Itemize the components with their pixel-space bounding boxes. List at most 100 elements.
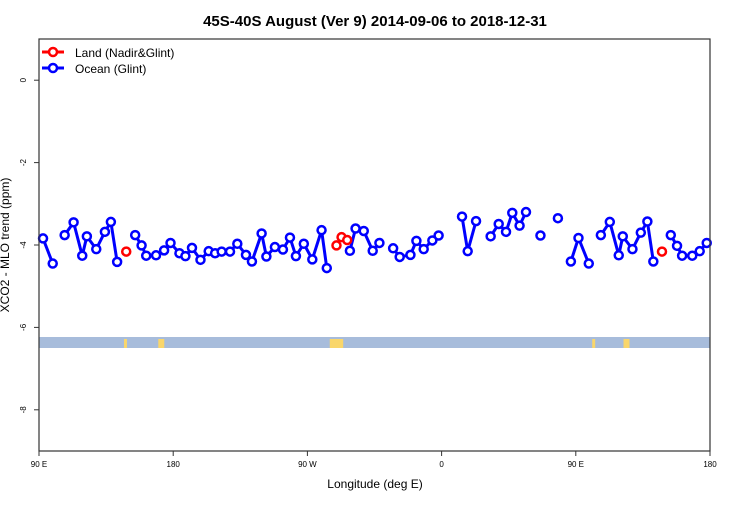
ocean-point — [394, 251, 405, 263]
ocean-point — [462, 245, 473, 257]
land-sea-strip — [39, 337, 710, 348]
ocean-line-segment — [599, 220, 655, 262]
y-tick-label: -6 — [19, 323, 28, 331]
ocean-point — [604, 216, 616, 228]
ocean-point — [344, 245, 356, 257]
ocean-point — [91, 243, 102, 255]
ocean-point — [246, 256, 258, 267]
ocean-point — [321, 262, 333, 274]
ocean-point — [195, 254, 206, 266]
ocean-point — [99, 226, 111, 238]
x-tick-label: 180 — [703, 460, 717, 469]
ocean-point — [595, 229, 607, 241]
ocean-point — [671, 240, 683, 252]
ocean-point — [411, 235, 422, 247]
ocean-point — [180, 250, 191, 262]
ocean-point — [136, 240, 147, 251]
ocean-point — [500, 226, 512, 238]
y-axis-label: XCO2 - MLO trend (ppm) — [0, 178, 12, 313]
ocean-point — [350, 223, 361, 234]
land-patch — [623, 339, 630, 348]
x-tick-label: 90 E — [568, 460, 584, 469]
land-point — [331, 240, 342, 251]
ocean-line-segment — [63, 220, 119, 263]
ocean-point — [493, 218, 504, 230]
ocean-point — [535, 230, 546, 241]
ocean-point — [418, 243, 429, 255]
legend-item-land: Land (Nadir&Glint) — [42, 46, 174, 60]
ocean-point — [358, 225, 370, 237]
y-tick-label: -8 — [19, 406, 28, 414]
ocean-point — [261, 251, 272, 262]
ocean-point — [573, 232, 584, 244]
ocean-point — [405, 249, 416, 261]
ocean-point — [37, 233, 49, 244]
ocean-point — [701, 237, 712, 249]
ocean-point — [665, 229, 677, 241]
legend-label-ocean: Ocean (Glint) — [75, 62, 146, 76]
ocean-point — [507, 207, 518, 219]
ocean-point — [186, 242, 198, 254]
ocean-point — [520, 206, 532, 218]
ocean-point — [284, 232, 296, 243]
axes: 90 E 180 90 W 0 90 E 180 0 -2 -4 -6 -8 — [19, 77, 717, 469]
ocean-point — [648, 256, 659, 267]
land-point — [656, 246, 668, 257]
ocean-point — [140, 250, 152, 261]
plot-frame — [38, 38, 711, 452]
ocean-point — [240, 249, 252, 261]
y-tick-label: 0 — [19, 77, 28, 82]
ocean-point — [129, 229, 141, 241]
ocean-point — [81, 231, 93, 242]
ocean-point — [367, 245, 378, 257]
land-point — [120, 246, 132, 257]
ocean-point — [307, 254, 318, 265]
ocean-point — [158, 245, 170, 256]
ocean-point — [635, 227, 647, 238]
ocean-point — [216, 246, 227, 257]
ocean-point — [552, 212, 564, 224]
ocean-point — [433, 230, 444, 241]
ocean-point — [256, 228, 267, 239]
x-axis-label: Longitude (deg E) — [327, 477, 422, 491]
ocean-point — [514, 220, 525, 231]
land-patch — [158, 339, 165, 348]
land-patch — [123, 339, 127, 348]
ocean-point — [642, 216, 653, 227]
ocean-point — [387, 243, 399, 254]
chart-title: 45S-40S August (Ver 9) 2014-09-06 to 201… — [203, 13, 547, 30]
y-tick-label: -2 — [19, 158, 28, 166]
ocean-point — [165, 237, 176, 249]
legend: Land (Nadir&Glint) Ocean (Glint) — [42, 46, 174, 76]
ocean-point — [150, 250, 162, 261]
ocean-point — [277, 244, 289, 255]
ocean-point — [676, 250, 688, 261]
ocean-point — [470, 215, 482, 227]
ocean-point — [76, 250, 88, 261]
ocean-point — [374, 237, 385, 249]
ocean-point — [111, 256, 123, 268]
ocean-point — [47, 258, 58, 269]
series-group — [37, 206, 712, 274]
ocean-point — [565, 256, 577, 267]
legend-marker-ocean — [47, 62, 59, 74]
ocean-point — [269, 241, 281, 253]
x-tick-label: 0 — [439, 460, 444, 469]
ocean-point — [232, 238, 243, 250]
ocean-point — [290, 250, 302, 262]
x-tick-label: 90 W — [298, 460, 317, 469]
legend-item-ocean: Ocean (Glint) — [42, 62, 146, 76]
land-point — [341, 234, 353, 246]
ocean-point — [224, 246, 236, 257]
ocean-point — [298, 238, 310, 250]
y-tick-label: -4 — [19, 241, 28, 249]
ocean-point — [59, 229, 70, 241]
legend-label-land: Land (Nadir&Glint) — [75, 46, 174, 60]
ocean-point — [68, 217, 79, 228]
x-tick-label: 90 E — [31, 460, 47, 469]
ocean-point — [485, 231, 496, 242]
ocean-point — [617, 231, 629, 242]
land-patch — [329, 339, 344, 348]
ocean-point — [583, 258, 595, 269]
